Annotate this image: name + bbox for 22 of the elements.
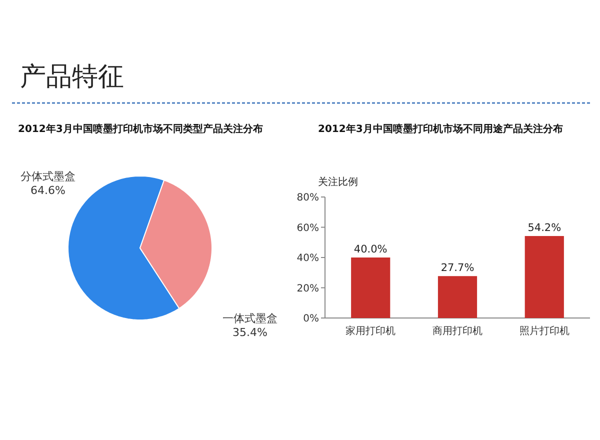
x-tick-label: 照片打印机 [519, 325, 570, 337]
y-tick-label: 60% [296, 222, 319, 234]
data-label: 40.0% [354, 244, 388, 256]
bar [351, 258, 390, 318]
y-axis-title: 关注比例 [318, 176, 358, 188]
x-tick-label: 家用打印机 [346, 325, 396, 337]
y-tick-label: 80% [296, 192, 319, 204]
y-tick-label: 40% [296, 253, 319, 264]
bar [438, 276, 478, 318]
chart-title: 2012年3月中国喷墨打印机市场不同用途产品关注分布 [318, 123, 563, 135]
text: 产品特征 [20, 62, 124, 92]
x-tick-label: 商用打印机 [432, 325, 482, 337]
y-tick-label: 0% [303, 314, 319, 324]
data-label: 64.6% [30, 184, 66, 197]
bar [524, 236, 564, 318]
data-label: 35.4% [232, 326, 268, 339]
y-tick-label: 20% [296, 283, 319, 294]
slice-label: 一体式墨盒 [222, 312, 278, 325]
data-label: 54.2% [528, 222, 562, 234]
chart-title: 2012年3月中国喷墨打印机市场不同类型产品关注分布 [18, 123, 263, 135]
slice-label: 分体式墨盒 [20, 170, 76, 183]
data-label: 27.7% [440, 262, 474, 274]
